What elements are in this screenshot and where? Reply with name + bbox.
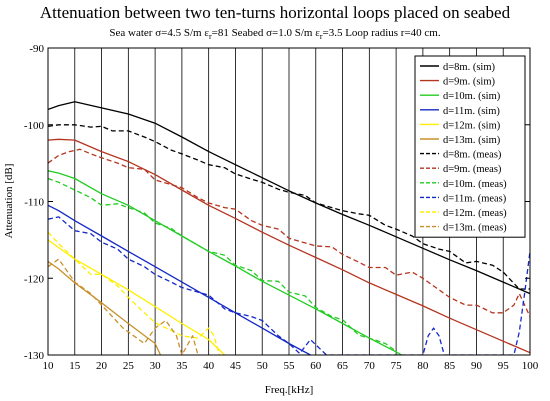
- series-line: [48, 101, 530, 295]
- x-tick-label: 30: [150, 360, 162, 372]
- legend-label: d=10m. (sim): [443, 91, 501, 102]
- x-tick-label: 15: [69, 360, 81, 372]
- series-line: [48, 258, 199, 355]
- subtitle-sub2: r: [320, 32, 323, 41]
- series-line: [48, 216, 530, 355]
- y-tick-label: -100: [24, 120, 45, 132]
- legend-label: d=12m. (meas): [443, 208, 507, 219]
- x-tick-label: 65: [337, 360, 349, 372]
- series-line: [48, 260, 162, 355]
- subtitle-part2: =81 Seabed σ=1.0 S/m ε: [212, 27, 321, 39]
- series-line: [48, 231, 221, 355]
- series-line: [48, 148, 530, 317]
- legend-box: [414, 55, 526, 238]
- x-tick-label: 50: [257, 360, 269, 372]
- x-tick-label: 40: [203, 360, 215, 372]
- chart-title: Attenuation between two ten-turns horizo…: [40, 3, 511, 22]
- series-line: [48, 124, 530, 290]
- chart-subtitle: Sea water σ=4.5 S/m εr=81 Seabed σ=1.0 S…: [109, 27, 440, 41]
- x-tick-label: 80: [417, 360, 429, 372]
- subtitle-part3: =3.5 Loop radius r=40 cm.: [322, 27, 440, 39]
- x-tick-label: 75: [391, 360, 403, 372]
- legend-label: d=10m. (meas): [443, 179, 507, 190]
- series-group: [48, 101, 530, 355]
- x-tick-label: 95: [498, 360, 510, 372]
- legend-label: d=9m. (meas): [443, 164, 502, 175]
- x-axis-label: Freq.[kHz]: [265, 384, 314, 396]
- legend-label: d=13m. (sim): [443, 135, 501, 146]
- x-tick-label: 90: [471, 360, 483, 372]
- y-tick-label: -90: [29, 43, 44, 55]
- subtitle-part1: Sea water σ=4.5 S/m ε: [109, 27, 209, 39]
- legend: d=8m. (sim) d=9m. (sim) d=10m. (sim) d=11m.…: [414, 55, 526, 238]
- x-tick-label: 20: [96, 360, 108, 372]
- series-line: [48, 239, 226, 355]
- x-tick-label: 60: [310, 360, 322, 372]
- x-tick-label: 25: [123, 360, 135, 372]
- legend-label: d=12m. (sim): [443, 120, 501, 131]
- y-axis-label: Attenuation [dB]: [3, 164, 15, 239]
- legend-label: d=11m. (meas): [443, 193, 507, 204]
- series-line: [48, 138, 530, 354]
- series-line: [48, 204, 311, 355]
- y-axis: -90 -100 -110 -120 -130: [24, 43, 530, 362]
- y-tick-label: -110: [24, 197, 44, 209]
- y-tick-label: -130: [24, 350, 45, 362]
- legend-label: d=11m. (sim): [443, 106, 500, 117]
- legend-label: d=9m. (sim): [443, 77, 496, 88]
- legend-label: d=8m. (sim): [443, 62, 496, 73]
- legend-label: d=8m. (meas): [443, 150, 502, 161]
- subtitle-sub1: r: [209, 32, 212, 41]
- series-line: [48, 170, 402, 355]
- x-tick-label: 70: [364, 360, 376, 372]
- x-tick-label: 85: [444, 360, 456, 372]
- x-tick-label: 45: [230, 360, 242, 372]
- x-tick-label: 35: [176, 360, 188, 372]
- legend-label: d=13m. (meas): [443, 223, 507, 234]
- x-tick-label: 55: [284, 360, 296, 372]
- x-tick-label: 10: [43, 360, 55, 372]
- series-line: [48, 177, 397, 352]
- x-tick-label: 100: [522, 360, 539, 372]
- y-tick-label: -120: [24, 273, 45, 285]
- x-axis: 10 15 20 25 30 35 40 45 50 55 60 65 70 75 80 85 90 95 100: [43, 360, 539, 372]
